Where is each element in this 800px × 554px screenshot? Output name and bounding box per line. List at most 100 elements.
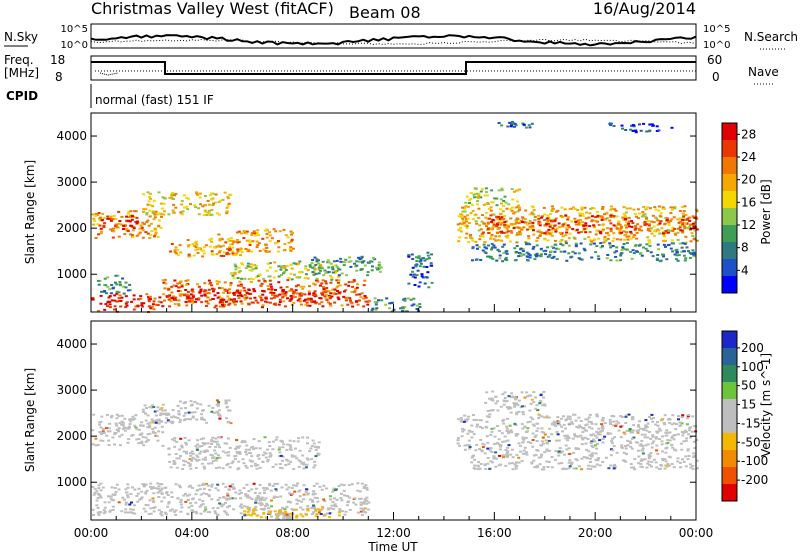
range-gate-cell (210, 454, 214, 457)
range-gate-cell (415, 256, 419, 259)
range-gate-cell (103, 277, 107, 280)
range-gate-cell (546, 214, 550, 217)
range-gate-cell (304, 490, 308, 493)
range-gate-cell (98, 431, 102, 433)
range-gate-cell (128, 220, 132, 223)
range-gate-cell (640, 458, 644, 461)
range-gate-cell (564, 214, 568, 217)
range-gate-cell (179, 280, 183, 283)
colorbar-swatch (722, 382, 737, 399)
range-gate-cell (537, 214, 541, 217)
range-gate-cell (197, 298, 201, 301)
range-gate-cell (146, 203, 150, 206)
range-gate-cell (631, 431, 635, 434)
range-gate-cell (489, 460, 493, 463)
range-gate-cell (547, 416, 551, 419)
range-gate-cell (482, 203, 486, 206)
range-gate-cell (663, 240, 667, 243)
range-gate-cell (458, 229, 462, 232)
range-gate-cell (239, 285, 243, 287)
range-gate-cell (531, 227, 534, 230)
range-gate-cell (661, 450, 664, 453)
range-gate-cell (543, 213, 547, 216)
range-gate-cell (684, 465, 688, 468)
range-gate-cell (676, 227, 680, 230)
range-gate-cell (364, 296, 368, 299)
range-gate-cell (288, 289, 292, 292)
range-gate-cell (178, 244, 182, 247)
range-gate-cell (196, 251, 200, 254)
range-gate-cell (496, 248, 500, 251)
range-gate-cell (302, 463, 306, 466)
range-gate-cell (159, 483, 163, 485)
velocity-colorbar-label: Velocity [m s^-1] (759, 353, 773, 457)
range-gate-cell (308, 304, 312, 307)
range-gate-cell (205, 214, 209, 216)
range-gate-cell (115, 417, 119, 420)
range-gate-cell (210, 250, 214, 253)
colorbar-swatch (722, 450, 737, 467)
range-gate-cell (289, 246, 293, 249)
range-gate-cell (677, 418, 680, 421)
range-gate-cell (625, 226, 628, 229)
range-gate-cell (515, 221, 519, 224)
range-gate-cell (314, 508, 318, 511)
range-gate-cell (403, 299, 407, 302)
range-gate-cell (290, 297, 294, 300)
range-gate-cell (329, 292, 333, 295)
range-gate-cell (270, 288, 274, 291)
range-gate-cell (530, 122, 534, 125)
range-gate-cell (631, 236, 635, 239)
range-gate-cell (573, 433, 576, 436)
range-gate-cell (643, 433, 647, 436)
range-gate-cell (236, 284, 240, 287)
range-gate-cell (570, 220, 574, 223)
range-gate-cell (281, 266, 285, 269)
range-gate-cell (517, 255, 521, 258)
range-gate-cell (149, 197, 153, 200)
range-gate-cell (243, 296, 246, 299)
range-gate-cell (460, 215, 464, 218)
range-gate-cell (579, 218, 583, 221)
range-gate-cell (568, 418, 572, 421)
range-gate-cell (245, 453, 249, 456)
scatter-region (167, 288, 346, 304)
range-gate-cell (197, 297, 201, 300)
colorbar-swatch (722, 225, 737, 242)
range-gate-cell (589, 420, 593, 423)
range-gate-cell (366, 274, 370, 277)
range-gate-cell (548, 253, 552, 256)
range-gate-cell (160, 500, 164, 503)
range-gate-cell (409, 273, 413, 276)
scatter-region (91, 292, 165, 313)
range-gate-cell (605, 212, 609, 215)
range-gate-cell (347, 284, 351, 287)
range-gate-cell (164, 409, 167, 412)
range-gate-cell (308, 285, 311, 288)
range-gate-cell (188, 255, 192, 258)
range-gate-cell (590, 440, 594, 443)
range-gate-cell (609, 454, 613, 457)
range-gate-cell (530, 212, 534, 215)
date-title: 16/Aug/2014 (593, 0, 696, 18)
range-gate-cell (527, 252, 531, 255)
range-gate-cell (575, 425, 579, 428)
range-gate-cell (256, 301, 260, 304)
range-gate-cell (612, 215, 616, 217)
range-gate-cell (203, 418, 206, 421)
range-gate-cell (691, 465, 695, 467)
range-gate-cell (388, 307, 392, 310)
range-gate-cell (342, 295, 346, 298)
range-gate-cell (177, 457, 181, 460)
range-gate-cell (531, 225, 535, 228)
range-gate-cell (208, 245, 212, 248)
range-gate-cell (218, 250, 222, 252)
power-x-axis (90, 304, 697, 312)
range-gate-cell (190, 486, 194, 489)
range-gate-cell (288, 248, 292, 250)
range-gate-cell (207, 288, 211, 291)
range-gate-cell (535, 244, 539, 247)
range-gate-cell (148, 192, 152, 195)
range-gate-cell (667, 224, 671, 227)
range-gate-cell (489, 209, 493, 212)
